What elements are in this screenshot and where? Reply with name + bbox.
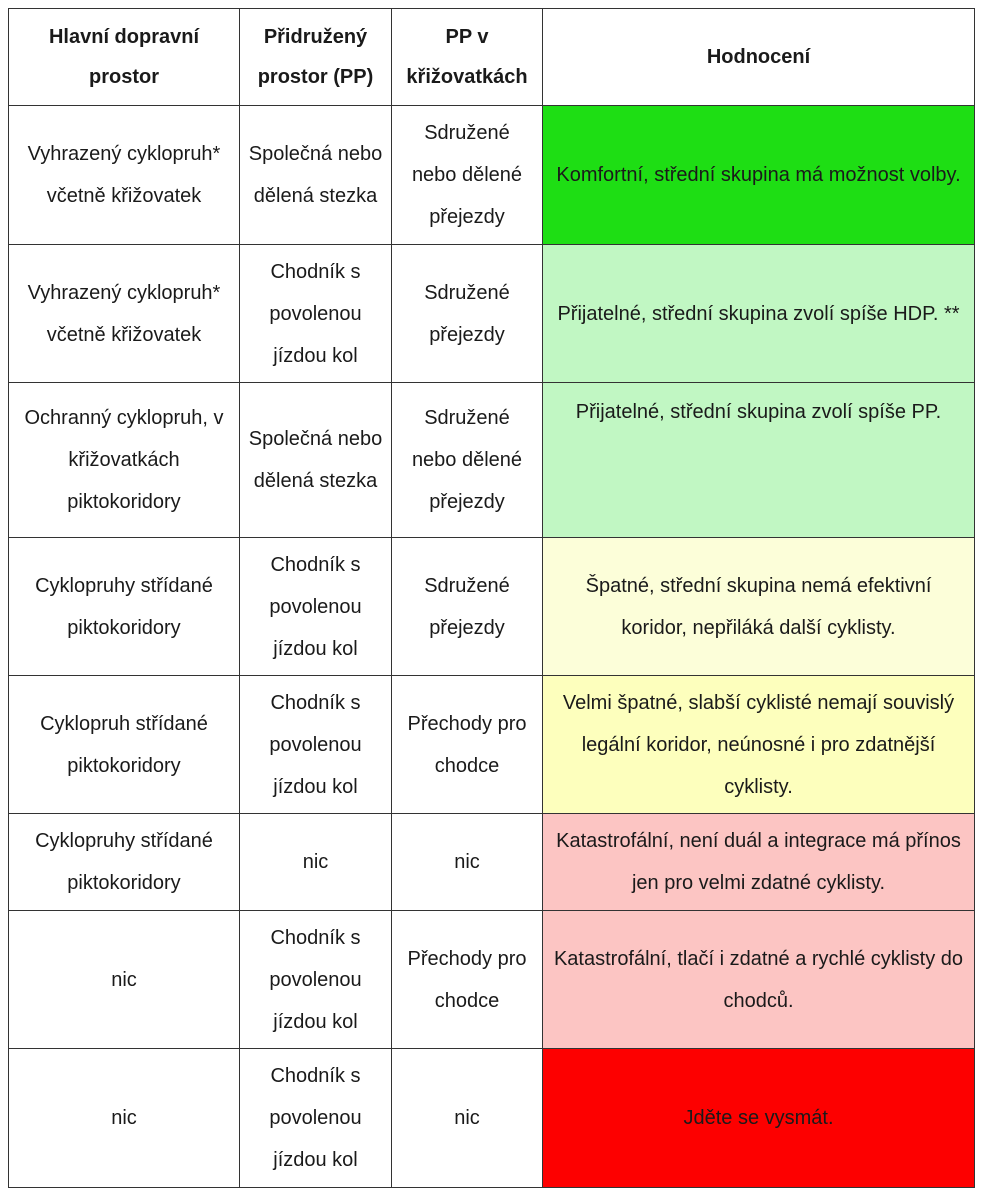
cell-associated-space: Chodník s povolenou jízdou kol: [239, 675, 392, 814]
cell-rating: Špatné, střední skupina nemá efektivní k…: [542, 537, 975, 676]
cell-junction-space: Přechody pro chodce: [391, 910, 543, 1049]
cell-main-space: Cyklopruh střídané piktokoridory: [8, 675, 240, 814]
table-row: nic Chodník s povolenou jízdou kol nic J…: [8, 1048, 975, 1188]
cell-rating: Katastrofální, není duál a integrace má …: [542, 813, 975, 911]
cell-rating: Velmi špatné, slabší cyklisté nemají sou…: [542, 675, 975, 814]
table-row: nic Chodník s povolenou jízdou kol Přech…: [8, 910, 975, 1049]
header-associated-space: Přidružený prostor (PP): [239, 8, 392, 106]
cell-associated-space: Společná nebo dělená stezka: [239, 105, 392, 245]
cell-junction-space: Sdružené přejezdy: [391, 537, 543, 676]
cell-junction-space: nic: [391, 813, 543, 911]
cell-junction-space: Sdružené přejezdy: [391, 244, 543, 383]
header-rating: Hodnocení: [542, 8, 975, 106]
cell-associated-space: Chodník s povolenou jízdou kol: [239, 244, 392, 383]
table-row: Vyhrazený cyklopruh* včetně křižovatek C…: [8, 244, 975, 383]
table-row: Cyklopruhy střídané piktokoridory Chodní…: [8, 537, 975, 676]
header-main-space: Hlavní dopravní prostor: [8, 8, 240, 106]
table-row: Cyklopruh střídané piktokoridory Chodník…: [8, 675, 975, 814]
cell-associated-space: Chodník s povolenou jízdou kol: [239, 910, 392, 1049]
evaluation-table: Hlavní dopravní prostor Přidružený prost…: [8, 8, 975, 1188]
cell-rating: Katastrofální, tlačí i zdatné a rychlé c…: [542, 910, 975, 1049]
cell-main-space: Vyhrazený cyklopruh* včetně křižovatek: [8, 244, 240, 383]
cell-rating: Komfortní, střední skupina má možnost vo…: [542, 105, 975, 245]
cell-junction-space: Sdružené nebo dělené přejezdy: [391, 105, 543, 245]
cell-main-space: nic: [8, 910, 240, 1049]
cell-rating: Jděte se vysmát.: [542, 1048, 975, 1188]
cell-main-space: nic: [8, 1048, 240, 1188]
cell-main-space: Vyhrazený cyklopruh* včetně křižovatek: [8, 105, 240, 245]
cell-main-space: Ochranný cyklopruh, v křižovatkách pikto…: [8, 382, 240, 538]
cell-rating: Přijatelné, střední skupina zvolí spíše …: [542, 244, 975, 383]
cell-associated-space: Chodník s povolenou jízdou kol: [239, 537, 392, 676]
cell-junction-space: Sdružené nebo dělené přejezdy: [391, 382, 543, 538]
table-header-row: Hlavní dopravní prostor Přidružený prost…: [8, 8, 975, 106]
cell-associated-space: nic: [239, 813, 392, 911]
cell-junction-space: nic: [391, 1048, 543, 1188]
cell-rating: Přijatelné, střední skupina zvolí spíše …: [542, 382, 975, 538]
table-row: Vyhrazený cyklopruh* včetně křižovatek S…: [8, 105, 975, 245]
cell-associated-space: Chodník s povolenou jízdou kol: [239, 1048, 392, 1188]
cell-associated-space: Společná nebo dělená stezka: [239, 382, 392, 538]
cell-main-space: Cyklopruhy střídané piktokoridory: [8, 813, 240, 911]
table-row: Ochranný cyklopruh, v křižovatkách pikto…: [8, 382, 975, 538]
cell-main-space: Cyklopruhy střídané piktokoridory: [8, 537, 240, 676]
cell-junction-space: Přechody pro chodce: [391, 675, 543, 814]
table-row: Cyklopruhy střídané piktokoridory nic ni…: [8, 813, 975, 911]
header-junction-space: PP v křižovatkách: [391, 8, 543, 106]
